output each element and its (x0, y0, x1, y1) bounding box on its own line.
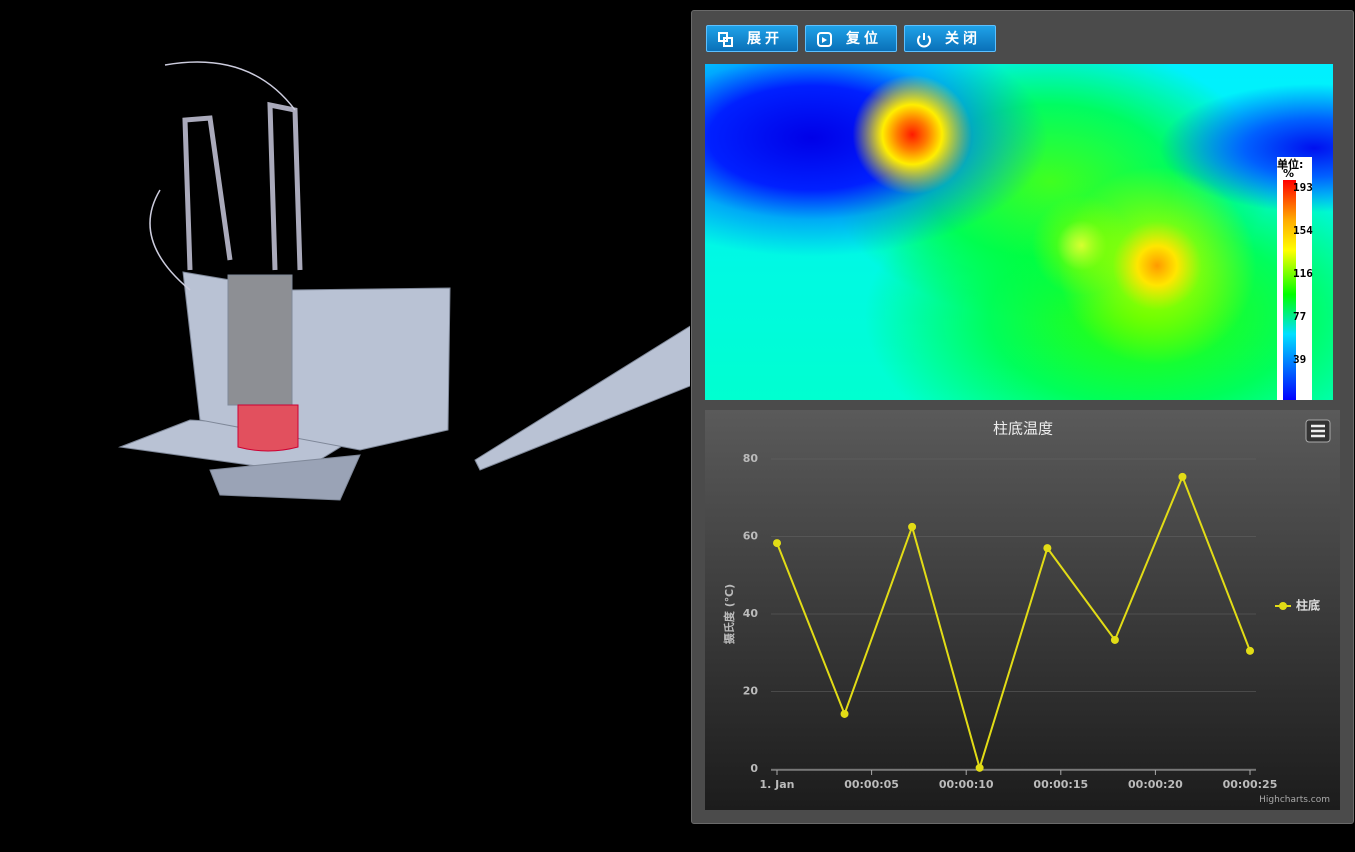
heatmap: 单位: % 193 154 116 77 39 (705, 64, 1333, 400)
chart-title: 柱底温度 (993, 420, 1053, 438)
satellite-model (118, 61, 690, 501)
button-label: 复位 (846, 31, 882, 47)
panel: 展开 复位 关闭 单位: % 193 154 116 77 39 柱底温度 摄氏度 (℃… (691, 10, 1354, 824)
point (908, 522, 917, 531)
x-tick-label: 00:00:10 (939, 778, 994, 791)
y-tick-label: 40 (743, 607, 759, 620)
x-tick-label: 1. Jan (759, 778, 794, 791)
legend-tick: 77 (1293, 310, 1307, 323)
line (776, 474, 1251, 772)
credits: Highcharts.com (1259, 795, 1330, 805)
close-button[interactable]: 关闭 (904, 25, 996, 52)
y-axis-label: 摄氏度 (℃) (722, 584, 736, 644)
legend-tick: 116 (1293, 267, 1313, 280)
reset-button[interactable]: 复位 (805, 25, 897, 52)
y-tick-label: 20 (743, 685, 759, 698)
chart-background (705, 410, 1340, 810)
menu-button[interactable] (1305, 419, 1331, 443)
x-tick-label: 00:00:20 (1128, 778, 1183, 791)
legend-title: 单位: (1277, 158, 1304, 171)
point (840, 709, 849, 718)
legend-tick: 193 (1293, 181, 1313, 194)
point (1178, 472, 1187, 481)
point (773, 539, 781, 548)
y-tick-label: 0 (750, 762, 758, 775)
chart: 柱底温度 摄氏度 (℃) Highcharts.com 0 20 40 60 80 1. … (705, 410, 1340, 810)
point (1246, 646, 1254, 655)
legend-tick: 154 (1293, 224, 1313, 237)
button-label: 展开 (747, 31, 783, 47)
point (1110, 635, 1119, 644)
point (975, 763, 984, 772)
y-tick-label: 80 (743, 452, 759, 465)
x-tick-label: 00:00:15 (1033, 778, 1088, 791)
x-tick-label: 00:00:25 (1223, 778, 1278, 791)
legend-unit: % (1283, 167, 1295, 180)
icon (718, 32, 733, 47)
y-tick-label: 60 (743, 530, 759, 543)
expand-button[interactable]: 展开 (706, 25, 798, 52)
color-bar (1283, 180, 1296, 400)
legend-label: 柱底 (1296, 598, 1320, 613)
x-tick-label: 00:00:05 (844, 778, 899, 791)
legend-tick: 39 (1293, 353, 1307, 366)
button-label: 关闭 (945, 31, 981, 47)
legend-marker (1279, 602, 1287, 610)
point (1043, 544, 1052, 553)
heatmap-legend: 单位: % 193 154 116 77 39 (1277, 157, 1313, 400)
icon (917, 33, 931, 48)
icon (817, 32, 832, 47)
